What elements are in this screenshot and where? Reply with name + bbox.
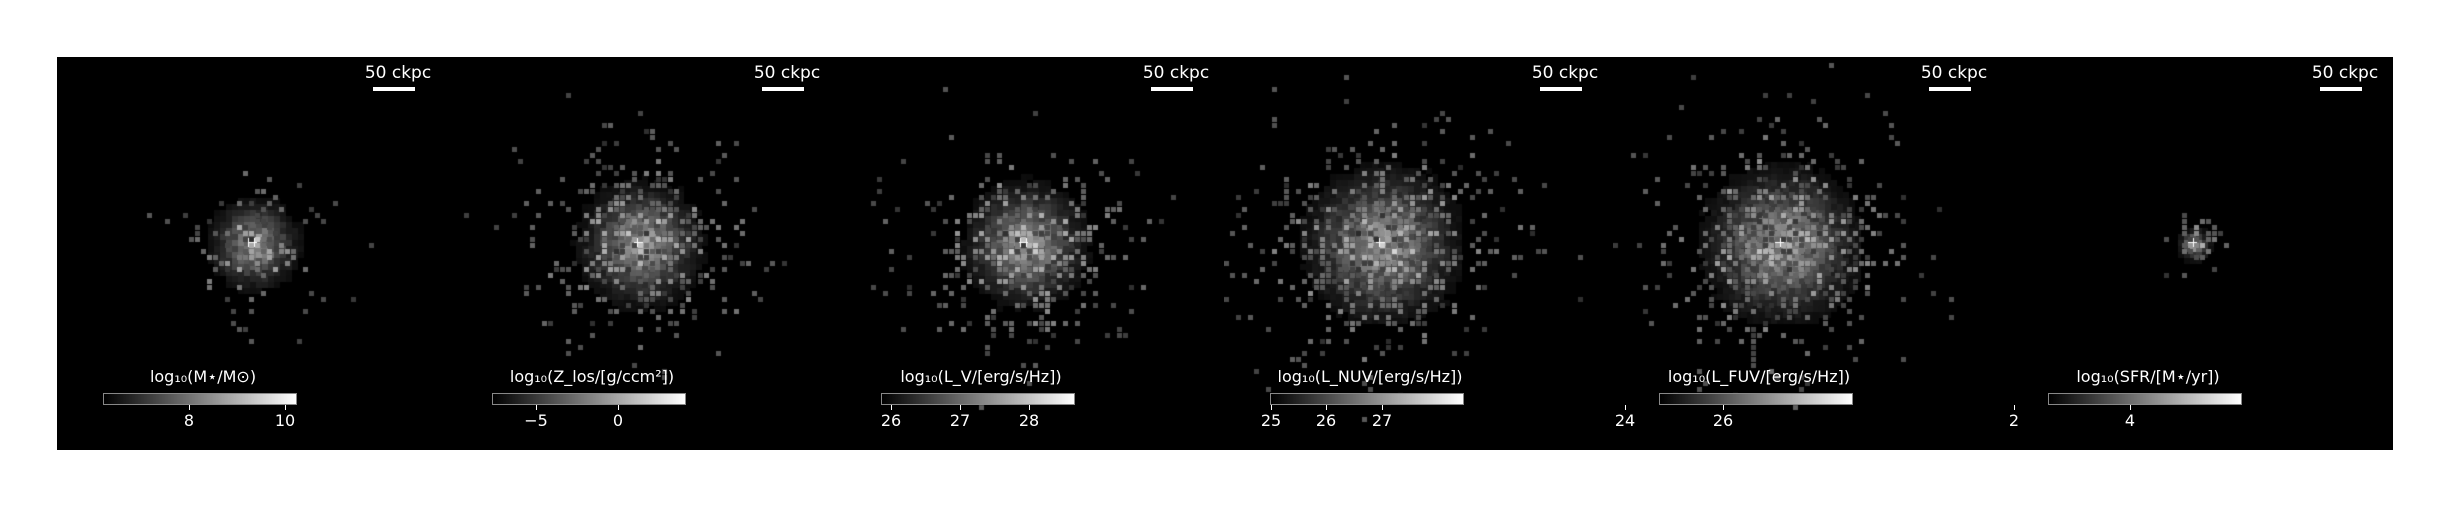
stellar-mass-map (57, 57, 446, 450)
colorbar-tick (1326, 405, 1327, 410)
colorbar-tick (1723, 405, 1724, 410)
colorbar-tick-label: 24 (1614, 411, 1636, 430)
colorbar (1659, 393, 1853, 405)
colorbar-tick (2014, 405, 2015, 410)
scale-bar (1151, 87, 1193, 91)
colorbar-tick (285, 405, 286, 410)
sfr-panel: 50 ckpc log₁₀(SFR/[M⋆/yr]) 2 4 (2002, 57, 2393, 450)
colorbar-tick (891, 405, 892, 410)
scale-bar (1929, 87, 1971, 91)
colorbar-tick (2130, 405, 2131, 410)
colorbar-tick (960, 405, 961, 410)
colorbar-tick-label: 26 (1712, 411, 1734, 430)
colorbar-label: log₁₀(M⋆/M⊙) (149, 367, 257, 386)
colorbar-tick-label: 28 (1018, 411, 1040, 430)
colorbar-tick (1029, 405, 1030, 410)
colorbar-tick-label: 27 (949, 411, 971, 430)
colorbar (881, 393, 1075, 405)
colorbar-tick-label: −5 (524, 411, 548, 430)
nuv-map (1224, 57, 1613, 450)
colorbar-label: log₁₀(L_V/[erg/s/Hz]) (900, 367, 1062, 386)
colorbar-tick (618, 405, 619, 410)
colorbar-tick-label: 26 (1315, 411, 1337, 430)
colorbar-label: log₁₀(SFR/[M⋆/yr]) (2076, 367, 2220, 386)
scale-bar-label: 50 ckpc (364, 63, 432, 83)
scale-bar-label: 50 ckpc (1531, 63, 1599, 83)
colorbar (2048, 393, 2242, 405)
colorbar-tick (1271, 405, 1272, 410)
nuv-panel: 50 ckpc log₁₀(L_NUV/[erg/s/Hz]) 25 26 27 (1224, 57, 1613, 450)
colorbar-tick (1382, 405, 1383, 410)
sfr-map (2002, 57, 2393, 450)
colorbar-tick-label: 10 (274, 411, 296, 430)
scale-bar-label: 50 ckpc (753, 63, 821, 83)
colorbar-tick-label: 2 (2008, 411, 2020, 430)
colorbar-label: log₁₀(Z_los/[g/ccm²]) (509, 367, 675, 386)
colorbar-tick (189, 405, 190, 410)
colorbar (1270, 393, 1464, 405)
colorbar (103, 393, 297, 405)
scale-bar (2320, 87, 2362, 91)
colorbar-tick (536, 405, 537, 410)
v-band-map (835, 57, 1224, 450)
scale-bar (373, 87, 415, 91)
metallicity-panel: 50 ckpc log₁₀(Z_los/[g/ccm²]) −5 0 (446, 57, 835, 450)
scale-bar (762, 87, 804, 91)
fuv-map (1613, 57, 2002, 450)
fuv-panel: 50 ckpc log₁₀(L_FUV/[erg/s/Hz]) 24 26 (1613, 57, 2002, 450)
colorbar-tick-label: 27 (1371, 411, 1393, 430)
colorbar-tick-label: 25 (1260, 411, 1282, 430)
scale-bar-label: 50 ckpc (2311, 63, 2379, 83)
colorbar-tick-label: 4 (2124, 411, 2136, 430)
scale-bar-label: 50 ckpc (1142, 63, 1210, 83)
colorbar-tick-label: 26 (880, 411, 902, 430)
colorbar-tick-label: 8 (183, 411, 195, 430)
figure: 50 ckpc log₁₀(M⋆/M⊙) 8 10 50 ckpc log₁₀(… (57, 57, 2393, 450)
metallicity-map (446, 57, 835, 450)
scale-bar (1540, 87, 1582, 91)
stellar-mass-panel: 50 ckpc log₁₀(M⋆/M⊙) 8 10 (57, 57, 446, 450)
colorbar-label: log₁₀(L_FUV/[erg/s/Hz]) (1667, 367, 1851, 386)
colorbar-tick (1625, 405, 1626, 410)
v-band-panel: 50 ckpc log₁₀(L_V/[erg/s/Hz]) 26 27 28 (835, 57, 1224, 450)
colorbar-tick-label: 0 (612, 411, 624, 430)
colorbar (492, 393, 686, 405)
colorbar-label: log₁₀(L_NUV/[erg/s/Hz]) (1277, 367, 1463, 386)
scale-bar-label: 50 ckpc (1920, 63, 1988, 83)
